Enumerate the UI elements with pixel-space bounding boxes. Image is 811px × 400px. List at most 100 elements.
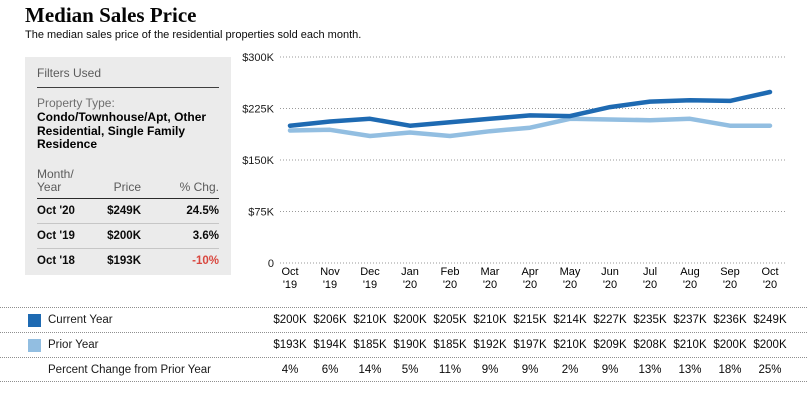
row-values: $200K $206K $210K $200K $205K $210K $215K $214K… <box>270 314 790 326</box>
summary-row: Oct '20 $249K 24.5% <box>37 199 219 223</box>
legend-swatch-current-year <box>28 313 41 327</box>
summary-rows: Oct '20 $249K 24.5% Oct '19 $200K 3.6% Oct '18… <box>37 199 219 273</box>
row-label-area: Current Year <box>28 313 270 327</box>
property-type-label: Property Type: <box>37 96 115 110</box>
month-label: Apr '20 <box>521 266 539 291</box>
summary-price: $193K <box>107 255 141 267</box>
value-cell: $200K <box>273 314 307 326</box>
value-cell: 2% <box>561 363 579 376</box>
price-chart: $300K $225K $150K $75K 0 <box>242 52 785 268</box>
value-cell: $237K <box>673 314 707 326</box>
summary-col-month: Month/Year <box>37 167 74 194</box>
value-cell: $205K <box>433 314 467 326</box>
value-cell: 9% <box>601 363 619 376</box>
value-cell: 9% <box>521 363 539 376</box>
percent-change-row: Percent Change from Prior Year 4% 6% 14% 5% 1… <box>0 357 807 382</box>
x-axis-month-labels: Oct '19 Nov '19 Dec '19 Jan '20 Feb '20 Mar '20 Apr '… <box>270 266 790 292</box>
y-axis-tick-label: $75K <box>248 207 274 219</box>
value-cell: 13% <box>638 363 662 376</box>
summary-col-price: Price <box>113 180 141 194</box>
filters-heading: Filters Used <box>37 66 219 88</box>
value-cell: 9% <box>481 363 499 376</box>
value-cell: 13% <box>678 363 702 376</box>
value-cell: $210K <box>553 339 587 351</box>
page-subtitle: The median sales price of the residentia… <box>25 29 362 41</box>
summary-pct: 3.6% <box>192 230 219 242</box>
value-cell: $200K <box>753 339 787 351</box>
value-cell: $215K <box>513 314 547 326</box>
value-cell: $185K <box>433 339 467 351</box>
month-label: Aug '20 <box>680 266 700 291</box>
value-cell: $214K <box>553 314 587 326</box>
summary-panel: Month/Year Price % Chg. Oct '20 $249K 24.5… <box>25 160 231 275</box>
month-label: Jun '20 <box>601 266 619 291</box>
month-label: May '20 <box>559 266 581 291</box>
summary-month: Oct '19 <box>37 230 75 242</box>
row-values: 4% 6% 14% 5% 11% 9% 9% 2% 9% 13% 13% 18% 25% <box>270 364 790 376</box>
summary-pct: 24.5% <box>186 205 219 217</box>
value-cell: $208K <box>633 339 667 351</box>
month-label: Jul '20 <box>642 266 658 291</box>
month-label: Oct '19 <box>281 266 299 291</box>
value-cell: 11% <box>438 363 462 376</box>
summary-price: $200K <box>107 230 141 242</box>
y-axis-tick-label: 0 <box>268 258 274 268</box>
row-label-area: Prior Year <box>28 338 270 352</box>
value-cell: 4% <box>281 363 299 376</box>
summary-row: Oct '19 $200K 3.6% <box>37 223 219 248</box>
summary-month: Oct '20 <box>37 205 75 217</box>
month-label: Mar '20 <box>480 266 500 291</box>
value-cell: $192K <box>473 339 507 351</box>
value-cell: 14% <box>358 363 382 376</box>
value-cell: $185K <box>353 339 387 351</box>
value-cell: $210K <box>473 314 507 326</box>
summary-header: Month/Year Price % Chg. <box>37 168 219 199</box>
value-cell: 6% <box>321 363 339 376</box>
value-cell: $210K <box>353 314 387 326</box>
row-values: $193K $194K $185K $190K $185K $192K $197K $210K… <box>270 339 790 351</box>
property-type-value: Condo/Townhouse/Apt, Other Residential, … <box>37 110 207 151</box>
row-label-area: Percent Change from Prior Year <box>28 363 270 376</box>
row-label: Percent Change from Prior Year <box>48 363 212 376</box>
series-line-prior-year <box>287 116 773 139</box>
row-label: Current Year <box>48 314 113 326</box>
legend-row-prior-year: Prior Year $193K $194K $185K $190K $185K $192K… <box>0 332 807 357</box>
value-cell: $236K <box>713 314 747 326</box>
summary-pct: -10% <box>192 255 219 267</box>
summary-row: Oct '18 $193K -10% <box>37 248 219 273</box>
chart-data-table: Current Year $200K $206K $210K $200K $205K $21… <box>0 307 807 382</box>
summary-price: $249K <box>107 205 141 217</box>
filters-panel: Filters Used Property Type: Condo/Townho… <box>25 57 231 164</box>
month-label: Feb '20 <box>440 266 460 291</box>
legend-swatch-prior-year <box>28 338 41 352</box>
row-label: Prior Year <box>48 339 99 351</box>
value-cell: $210K <box>673 339 707 351</box>
value-cell: $235K <box>633 314 667 326</box>
month-label: Oct '20 <box>761 266 779 291</box>
value-cell: 5% <box>401 363 419 376</box>
page-title: Median Sales Price <box>25 3 197 27</box>
value-cell: $227K <box>593 314 627 326</box>
value-cell: $193K <box>273 339 307 351</box>
value-cell: $249K <box>753 314 787 326</box>
month-label: Nov '19 <box>320 266 340 291</box>
value-cell: $200K <box>393 314 427 326</box>
value-cell: $197K <box>513 339 547 351</box>
summary-col-pct: % Chg. <box>179 180 219 194</box>
legend-row-current-year: Current Year $200K $206K $210K $200K $205K $21… <box>0 307 807 332</box>
y-axis-tick-label: $225K <box>242 104 274 116</box>
month-label: Dec '19 <box>360 266 380 291</box>
value-cell: $190K <box>393 339 427 351</box>
value-cell: $209K <box>593 339 627 351</box>
value-cell: $200K <box>713 339 747 351</box>
summary-month: Oct '18 <box>37 255 75 267</box>
month-label: Sep '20 <box>720 266 740 291</box>
value-cell: $206K <box>313 314 347 326</box>
month-label: Jan '20 <box>401 266 419 291</box>
value-cell: $194K <box>313 339 347 351</box>
value-cell: 25% <box>758 363 782 376</box>
y-axis-tick-label: $300K <box>242 52 274 64</box>
y-axis-tick-label: $150K <box>242 155 274 167</box>
series-line-current-year <box>287 89 773 128</box>
value-cell: 18% <box>718 363 742 376</box>
